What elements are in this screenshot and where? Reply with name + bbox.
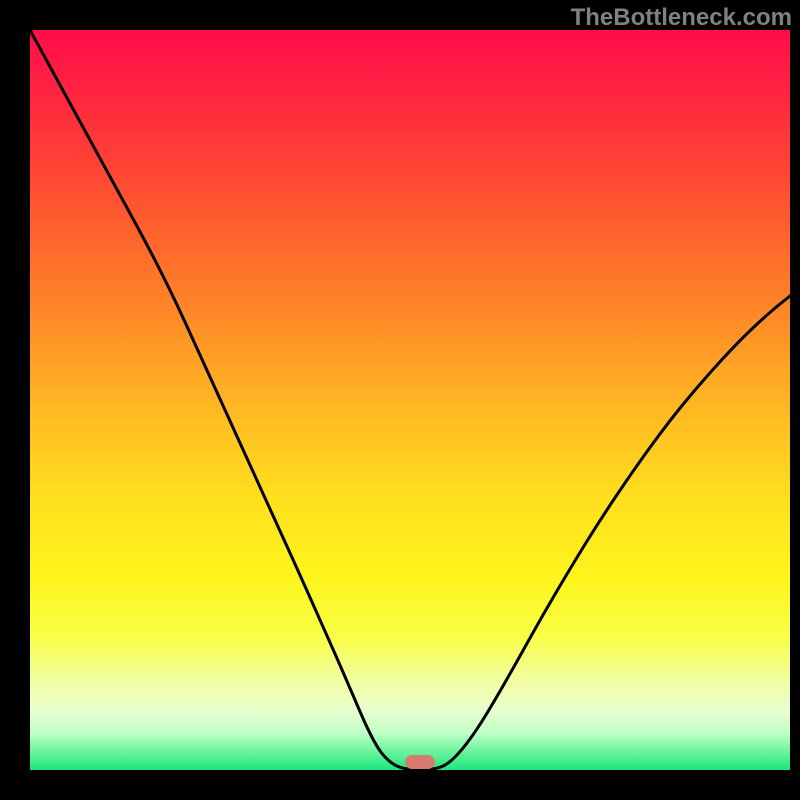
watermark-text: TheBottleneck.com — [571, 4, 792, 32]
chart-container: TheBottleneck.com — [0, 0, 800, 800]
bottleneck-curve — [0, 0, 800, 800]
curve-path — [30, 30, 790, 770]
optimal-marker — [405, 755, 435, 769]
